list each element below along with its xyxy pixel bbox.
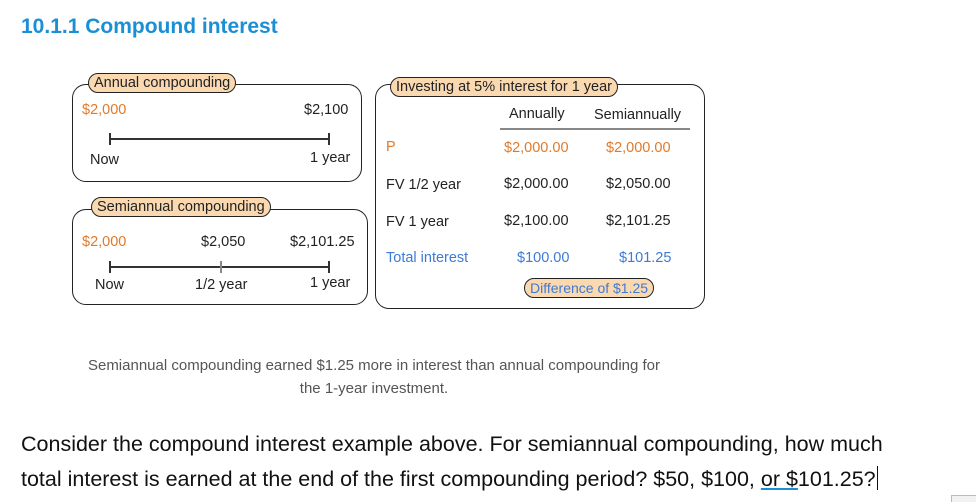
annual-start-label: Now	[90, 152, 120, 168]
total-interest-annually: $100.00	[517, 250, 570, 266]
semiannual-mid-tick	[220, 261, 222, 273]
caption-line-1: Semiannual compounding earned $1.25 more…	[87, 357, 661, 374]
annual-compounding-diagram	[72, 84, 362, 182]
question-line-1: Consider the compound interest example a…	[21, 432, 883, 456]
annual-end-label: 1 year	[310, 150, 351, 166]
text-cursor	[876, 466, 879, 490]
difference-badge: Difference of $1.25	[524, 278, 655, 298]
semiannual-end-amount: $2,101.25	[290, 234, 355, 250]
annual-compounding-tag: Annual compounding	[88, 73, 237, 93]
fv-one-year-semiannually: $2,101.25	[606, 213, 671, 229]
investing-table	[375, 84, 705, 309]
p-annually: $2,000.00	[504, 140, 569, 156]
investing-table-tag: Investing at 5% interest for 1 year	[390, 77, 618, 97]
question-line-2-start: total interest is earned at the end of t…	[21, 467, 761, 491]
annual-end-amount: $2,100	[304, 102, 349, 118]
row-label-fv-half-year: FV 1/2 year	[386, 177, 461, 193]
semiannual-end-label: 1 year	[310, 275, 351, 291]
question-underlined-text: or $	[760, 467, 798, 491]
scroll-corner-button[interactable]	[951, 495, 976, 502]
semiannual-end-tick	[328, 261, 330, 273]
col-header-semiannually: Semiannually	[594, 107, 682, 123]
semiannual-mid-amount: $2,050	[201, 234, 246, 250]
question-line-2-end: 101.25?	[797, 467, 876, 491]
fv-half-year-annually: $2,000.00	[504, 176, 569, 192]
col-header-annually: Annually	[509, 106, 565, 122]
question-text: Consider the compound interest example a…	[21, 427, 961, 497]
annual-end-tick	[328, 133, 330, 145]
annual-start-tick	[109, 133, 111, 145]
fv-half-year-semiannually: $2,050.00	[606, 176, 671, 192]
row-label-total-interest: Total interest	[386, 250, 469, 266]
annual-start-amount: $2,000	[82, 102, 127, 118]
fv-one-year-annually: $2,100.00	[504, 213, 569, 229]
row-label-p: P	[386, 139, 396, 155]
semiannual-mid-label: 1/2 year	[195, 277, 248, 293]
semiannual-start-tick	[109, 261, 111, 273]
semiannual-start-label: Now	[95, 277, 125, 293]
p-semiannually: $2,000.00	[606, 140, 671, 156]
semiannual-compounding-tag: Semiannual compounding	[91, 197, 271, 217]
semiannual-start-amount: $2,000	[82, 234, 127, 250]
row-label-fv-one-year: FV 1 year	[386, 214, 449, 230]
section-heading: 10.1.1 Compound interest	[21, 15, 278, 38]
total-interest-semiannually: $101.25	[619, 250, 672, 266]
table-header-rule	[500, 128, 690, 130]
figure-caption: Semiannual compounding earned $1.25 more…	[40, 355, 708, 400]
semiannual-compounding-diagram	[72, 209, 368, 305]
caption-line-2: the 1-year investment.	[299, 379, 449, 397]
annual-timeline	[110, 138, 330, 140]
question-line-2: total interest is earned at the end of t…	[21, 462, 961, 497]
